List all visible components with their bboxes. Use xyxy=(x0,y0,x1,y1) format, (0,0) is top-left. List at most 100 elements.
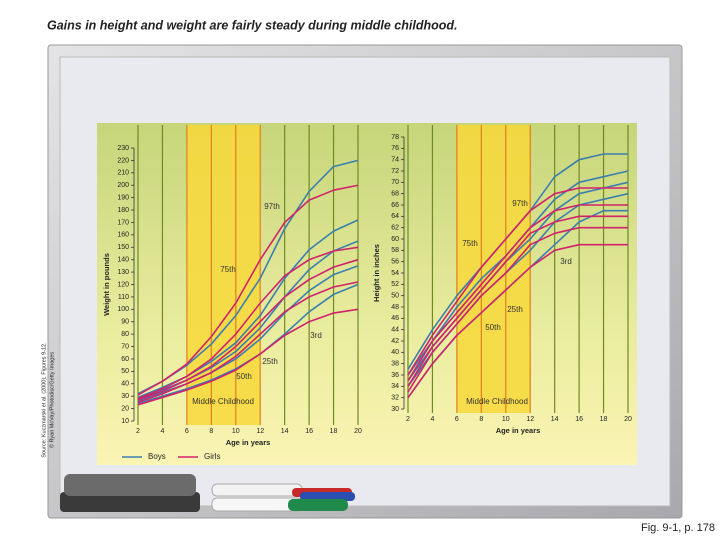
annotation: 3rd xyxy=(560,257,572,266)
x-tick-label: 14 xyxy=(551,416,559,423)
y-tick-label: 150 xyxy=(117,244,129,251)
y-tick-label: 40 xyxy=(121,381,129,388)
y-tick-label: 56 xyxy=(391,259,399,266)
x-tick-label: 14 xyxy=(281,428,289,435)
y-tick-label: 36 xyxy=(391,372,399,379)
y-tick-label: 180 xyxy=(117,207,129,214)
x-tick-label: 20 xyxy=(624,416,632,423)
y-tick-label: 62 xyxy=(391,225,399,232)
y-tick-label: 110 xyxy=(118,294,129,301)
x-axis-title: Age in years xyxy=(226,438,271,447)
source-note: Source: Kuczmarski et al. (2000), Figure… xyxy=(41,342,47,458)
x-tick-label: 4 xyxy=(160,428,164,435)
x-tick-label: 8 xyxy=(479,416,483,423)
y-axis-title: Height in inches xyxy=(372,244,381,302)
annotation: 25th xyxy=(507,305,523,314)
y-tick-label: 220 xyxy=(117,157,129,164)
x-tick-label: 10 xyxy=(502,416,510,423)
photo-credit: © Ryan McVay/Photodisc/Getty Images xyxy=(48,352,55,449)
y-tick-label: 66 xyxy=(391,202,399,209)
x-tick-label: 10 xyxy=(232,428,240,435)
annotation: Middle Childhood xyxy=(192,397,254,406)
y-tick-label: 190 xyxy=(117,194,129,201)
y-tick-label: 30 xyxy=(391,406,399,413)
y-tick-label: 52 xyxy=(391,281,399,288)
y-tick-label: 64 xyxy=(391,213,399,220)
annotation: 97th xyxy=(512,199,528,208)
annotation: 25th xyxy=(262,357,278,366)
x-tick-label: 18 xyxy=(330,428,338,435)
growth-curve xyxy=(407,204,628,382)
x-tick-label: 12 xyxy=(526,416,534,423)
x-axis-title: Age in years xyxy=(496,426,541,435)
y-tick-label: 70 xyxy=(391,179,399,186)
annotation: 75th xyxy=(462,239,478,248)
growth-curve xyxy=(407,226,628,393)
y-tick-label: 20 xyxy=(121,405,129,412)
y-tick-label: 140 xyxy=(117,257,129,264)
y-tick-label: 76 xyxy=(391,145,399,152)
eraser xyxy=(60,474,200,512)
y-tick-label: 34 xyxy=(391,383,399,390)
annotation: 75th xyxy=(220,265,236,274)
y-tick-label: 210 xyxy=(117,170,129,177)
y-tick-label: 230 xyxy=(117,145,129,152)
legend-label: Boys xyxy=(148,452,166,461)
x-tick-label: 6 xyxy=(185,428,189,435)
y-tick-label: 100 xyxy=(117,306,129,313)
x-tick-label: 20 xyxy=(354,428,362,435)
growth-curve xyxy=(137,184,359,396)
x-tick-label: 12 xyxy=(256,428,264,435)
x-tick-label: 16 xyxy=(575,416,583,423)
y-tick-label: 80 xyxy=(121,331,129,338)
markers xyxy=(211,483,355,512)
y-tick-label: 72 xyxy=(391,168,399,175)
y-tick-label: 58 xyxy=(391,247,399,254)
y-tick-label: 44 xyxy=(391,327,399,334)
y-tick-label: 42 xyxy=(391,338,399,345)
y-tick-label: 10 xyxy=(121,418,129,425)
annotation: 50th xyxy=(485,323,501,332)
y-axis-title: Weight in pounds xyxy=(102,253,111,316)
annotation: 50th xyxy=(236,372,252,381)
annotation: Middle Childhood xyxy=(466,397,528,406)
y-tick-label: 32 xyxy=(391,395,399,402)
y-tick-label: 46 xyxy=(391,315,399,322)
growth-curve xyxy=(407,215,628,387)
growth-curve xyxy=(407,243,628,399)
y-tick-label: 60 xyxy=(391,236,399,243)
y-tick-label: 120 xyxy=(117,281,129,288)
growth-curve xyxy=(137,246,359,400)
x-tick-label: 16 xyxy=(305,428,313,435)
x-tick-label: 4 xyxy=(430,416,434,423)
y-tick-label: 30 xyxy=(121,393,129,400)
growth-curve xyxy=(137,281,359,404)
y-tick-label: 200 xyxy=(117,182,129,189)
annotation: 97th xyxy=(264,202,280,211)
y-tick-label: 50 xyxy=(391,293,399,300)
y-tick-label: 40 xyxy=(391,349,399,356)
y-tick-label: 68 xyxy=(391,191,399,198)
y-tick-label: 130 xyxy=(117,269,129,276)
y-tick-label: 60 xyxy=(121,356,129,363)
legend-label: Girls xyxy=(204,452,220,461)
growth-curve xyxy=(407,187,628,376)
y-tick-label: 78 xyxy=(391,134,399,141)
y-tick-label: 54 xyxy=(391,270,399,277)
growth-curve xyxy=(137,258,359,401)
x-tick-label: 2 xyxy=(406,416,410,423)
y-tick-label: 74 xyxy=(391,157,399,164)
chart-panel xyxy=(97,123,637,465)
x-tick-label: 18 xyxy=(600,416,608,423)
x-tick-label: 2 xyxy=(136,428,140,435)
y-tick-label: 48 xyxy=(391,304,399,311)
figure-caption: Fig. 9-1, p. 178 xyxy=(641,522,715,534)
annotation: 3rd xyxy=(310,331,322,340)
x-tick-label: 6 xyxy=(455,416,459,423)
y-tick-label: 90 xyxy=(121,319,129,326)
y-tick-label: 170 xyxy=(117,219,129,226)
x-tick-label: 8 xyxy=(209,428,213,435)
growth-curve xyxy=(137,308,359,406)
y-tick-label: 70 xyxy=(121,343,129,350)
